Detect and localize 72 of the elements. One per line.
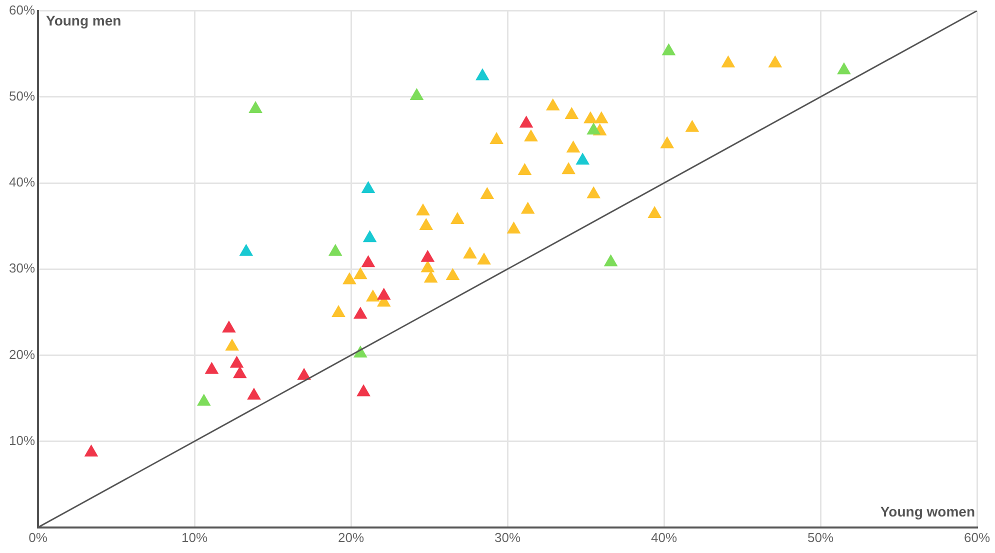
- point: [225, 338, 240, 351]
- point: [648, 206, 662, 218]
- point: [576, 152, 590, 165]
- point: [362, 230, 377, 242]
- y-tick-label: 10%: [8, 432, 36, 448]
- point: [463, 246, 477, 258]
- y-tick-label: 50%: [8, 88, 36, 104]
- point: [480, 187, 494, 200]
- point: [476, 68, 490, 80]
- point: [366, 290, 380, 302]
- y-tick-label: 30%: [8, 260, 36, 276]
- point: [477, 252, 491, 264]
- point: [520, 202, 535, 214]
- point: [230, 356, 244, 368]
- point: [446, 268, 460, 280]
- x-tick-label: 60%: [964, 530, 990, 545]
- point: [584, 111, 598, 124]
- point: [566, 140, 580, 153]
- point: [222, 320, 236, 333]
- point: [424, 270, 438, 283]
- point: [662, 43, 676, 56]
- point: [420, 260, 435, 272]
- point: [328, 244, 342, 256]
- point: [546, 98, 560, 110]
- point: [721, 55, 736, 68]
- x-tick-label: 50%: [807, 530, 834, 545]
- point: [837, 62, 851, 74]
- y-tick-label: 20%: [8, 346, 36, 362]
- point: [594, 111, 608, 124]
- annotation: Young women: [880, 503, 975, 520]
- point: [84, 444, 98, 456]
- point: [564, 106, 579, 119]
- point: [768, 55, 782, 68]
- point: [376, 288, 391, 300]
- point: [450, 212, 464, 224]
- point: [506, 221, 521, 234]
- point: [586, 122, 601, 134]
- point: [196, 394, 211, 406]
- point: [410, 88, 424, 100]
- point: [660, 136, 674, 148]
- x-tick-label: 20%: [338, 530, 364, 545]
- y-tick-label: 60%: [8, 2, 36, 18]
- point: [524, 129, 538, 142]
- point: [247, 388, 261, 400]
- point: [490, 132, 504, 144]
- point: [342, 272, 356, 284]
- point: [204, 362, 219, 374]
- point: [519, 116, 534, 128]
- point: [353, 306, 368, 319]
- point: [297, 368, 311, 380]
- point: [420, 250, 435, 262]
- x-tick-label: 30%: [494, 530, 521, 545]
- point: [419, 218, 434, 230]
- point: [332, 305, 346, 318]
- point: [356, 384, 370, 396]
- point: [604, 254, 618, 266]
- point: [239, 244, 254, 256]
- point: [232, 366, 247, 378]
- point: [361, 255, 376, 268]
- point: [586, 186, 601, 198]
- point: [685, 120, 700, 132]
- point: [518, 162, 532, 175]
- y-tick-label: 40%: [8, 174, 36, 190]
- x-tick-label: 0%: [28, 530, 48, 545]
- point: [353, 267, 368, 280]
- point: [361, 181, 376, 194]
- x-tick-label: 10%: [182, 530, 208, 545]
- x-tick-label: 40%: [650, 530, 678, 545]
- annotation: Young men: [46, 12, 122, 29]
- point: [562, 162, 576, 174]
- point: [248, 100, 262, 113]
- point: [416, 203, 430, 216]
